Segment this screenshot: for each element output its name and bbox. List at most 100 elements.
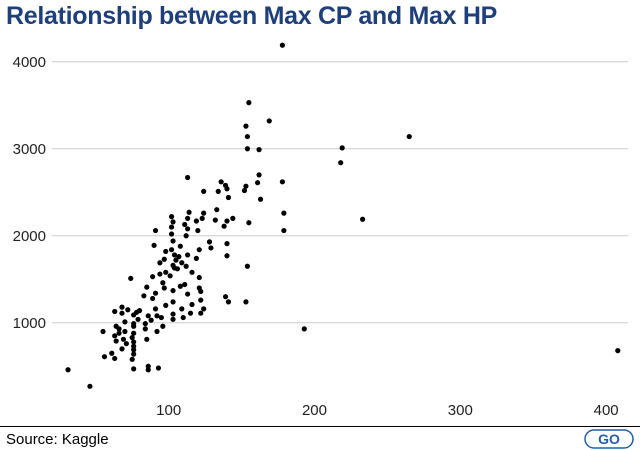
- scatter-point: [185, 174, 191, 181]
- scatter-point: [173, 257, 179, 263]
- scatter-point: [224, 186, 230, 192]
- y-tick-label: 2000: [13, 228, 46, 245]
- scatter-point: [167, 273, 173, 279]
- scatter-point: [100, 328, 106, 335]
- chart-title: Relationship between Max CP and Max HP: [6, 2, 498, 30]
- scatter-point: [279, 42, 285, 48]
- scatter-point: [113, 338, 119, 344]
- scatter-point: [244, 263, 251, 269]
- scatter-point: [338, 160, 344, 166]
- pokemon-go-logo-icon: GO: [584, 429, 634, 449]
- scatter-point: [189, 269, 195, 275]
- scatter-point: [182, 221, 188, 228]
- scatter-point: [131, 330, 137, 336]
- logo-frame: [584, 429, 634, 449]
- scatter-point: [141, 293, 147, 299]
- scatter-point: [179, 306, 185, 312]
- scatter-point: [168, 231, 175, 237]
- scatter-point: [120, 336, 127, 342]
- scatter-point: [145, 367, 151, 373]
- scatter-point: [183, 233, 189, 239]
- scatter-point: [243, 123, 249, 129]
- scatter-point: [87, 383, 93, 389]
- scatter-point: [154, 328, 160, 335]
- scatter-point: [157, 271, 163, 277]
- scatter-point: [208, 245, 214, 251]
- scatter-point: [246, 100, 252, 106]
- scatter-point: [144, 336, 150, 342]
- y-tick-labels: 1000 2000 3000 4000: [13, 54, 46, 332]
- scatter-point: [281, 227, 287, 234]
- scatter-point: [135, 316, 141, 322]
- scatter-point: [171, 252, 178, 258]
- scatter-point: [186, 209, 192, 215]
- scatter-point: [122, 328, 128, 335]
- scatter-point: [187, 310, 194, 316]
- scatter-point: [160, 323, 166, 329]
- scatter-point: [360, 216, 366, 222]
- scatter-point: [218, 179, 224, 185]
- scatter-point: [201, 306, 207, 312]
- scatter-point: [215, 188, 221, 194]
- y-tick-label: 1000: [13, 315, 46, 332]
- scatter-point: [158, 314, 164, 321]
- scatter-point: [131, 347, 137, 353]
- scatter-point: [161, 256, 167, 262]
- scatter-point: [129, 356, 135, 362]
- scatter-point: [170, 238, 176, 244]
- scatter-point: [406, 133, 412, 140]
- scatter-point: [101, 354, 108, 360]
- scatter-point: [168, 247, 175, 253]
- scatter-point: [119, 304, 125, 310]
- scatter-point: [145, 313, 151, 319]
- scatter-point: [185, 291, 191, 297]
- scatter-point: [163, 248, 169, 255]
- scatter-point: [144, 284, 150, 290]
- scatter-point: [155, 365, 162, 371]
- scatter-point: [109, 350, 115, 356]
- scatter-point: [212, 217, 218, 223]
- scatter-point: [170, 311, 176, 317]
- scatter-point: [257, 196, 264, 202]
- scatter-point: [177, 243, 183, 249]
- scatter-point: [199, 215, 205, 221]
- scatter-point: [241, 187, 248, 194]
- scatter-point: [152, 290, 159, 296]
- scatter-point: [193, 255, 199, 261]
- scatter-point: [301, 326, 307, 332]
- scatter-point: [170, 219, 176, 225]
- scatter-point: [183, 263, 189, 269]
- grid-lines: [52, 61, 628, 324]
- scatter-point: [244, 146, 251, 152]
- scatter-point: [206, 239, 213, 245]
- scatter-point: [185, 215, 191, 221]
- x-tick-label: 400: [594, 402, 619, 419]
- scatter-point: [243, 183, 249, 189]
- scatter-point: [222, 294, 229, 300]
- scatter-point: [201, 210, 207, 216]
- scatter-point: [131, 323, 137, 329]
- scatter-point: [177, 283, 183, 289]
- scatter-point: [116, 330, 122, 336]
- scatter-point: [189, 301, 195, 308]
- data-points: [65, 42, 621, 389]
- scatter-point: [201, 188, 207, 194]
- x-tick-label: 300: [448, 402, 473, 419]
- scatter-point: [281, 210, 287, 216]
- scatter-point: [142, 326, 148, 332]
- scatter-point: [65, 367, 71, 373]
- scatter-point: [256, 147, 262, 153]
- x-tick-label: 200: [302, 402, 327, 419]
- scatter-point: [131, 312, 137, 318]
- scatter-point: [179, 260, 185, 266]
- scatter-point: [131, 351, 137, 357]
- scatter-point: [225, 299, 232, 305]
- scatter-point: [152, 306, 159, 312]
- scatter-point: [195, 227, 201, 234]
- scatter-point: [196, 274, 202, 281]
- scatter-point: [224, 253, 230, 259]
- scatter-point: [150, 295, 156, 302]
- scatter-point: [163, 302, 169, 308]
- scatter-point: [182, 281, 188, 288]
- scatter-point: [152, 227, 159, 234]
